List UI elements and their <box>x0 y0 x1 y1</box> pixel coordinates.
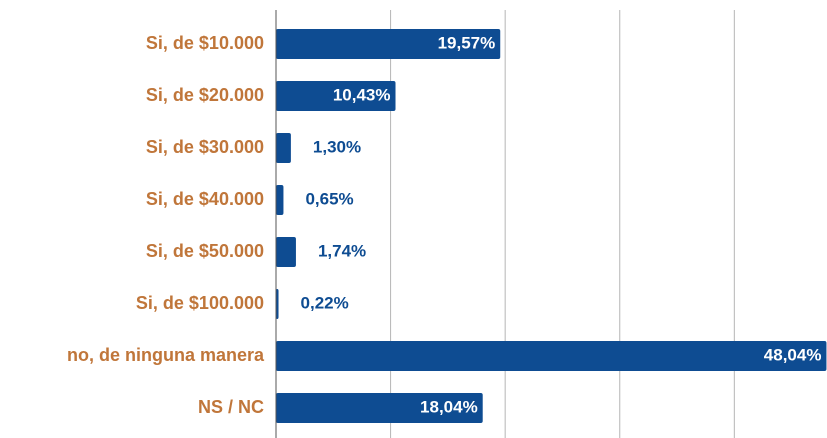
category-label: NS / NC <box>198 397 264 417</box>
bar <box>276 81 396 111</box>
category-label: Si, de $50.000 <box>146 241 264 261</box>
value-label: 1,30% <box>313 137 361 156</box>
bar <box>276 341 827 371</box>
value-label: 18,04% <box>420 397 478 416</box>
bar <box>276 185 284 215</box>
bar <box>276 237 296 267</box>
bar <box>276 289 279 319</box>
value-label: 0,65% <box>305 189 353 208</box>
category-label: Si, de $30.000 <box>146 137 264 157</box>
bar <box>276 133 291 163</box>
category-label: Si, de $10.000 <box>146 33 264 53</box>
value-label: 19,57% <box>438 33 496 52</box>
value-label: 0,22% <box>301 293 349 312</box>
category-label: Si, de $20.000 <box>146 85 264 105</box>
bar <box>276 29 501 59</box>
bar <box>276 393 483 423</box>
category-label: Si, de $40.000 <box>146 189 264 209</box>
value-label: 48,04% <box>764 345 822 364</box>
value-label: 10,43% <box>333 85 391 104</box>
value-label: 1,74% <box>318 241 366 260</box>
category-label: no, de ninguna manera <box>67 345 265 365</box>
category-label: Si, de $100.000 <box>136 293 264 313</box>
